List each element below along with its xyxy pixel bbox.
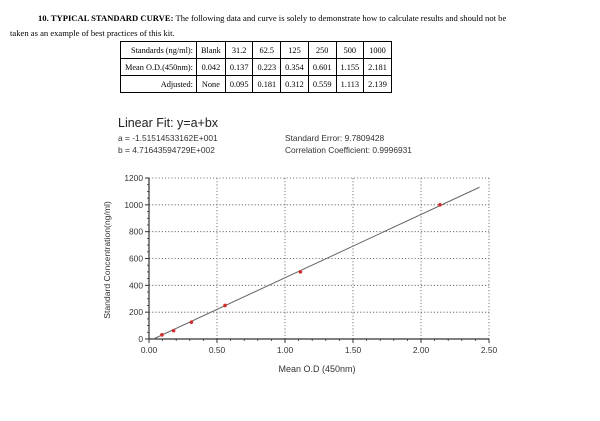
intro-line-1: 10. TYPICAL STANDARD CURVE: The followin… [38,8,506,28]
fit-title: Linear Fit: y=a+bx [118,116,219,130]
tick-marks [145,177,490,343]
data-point [160,333,164,337]
y-tick-label: 1000 [124,200,143,210]
x-tick-label: 2.00 [413,345,430,355]
row-label-adjusted: Adjusted: [120,75,197,93]
y-tick-label: 800 [129,227,143,237]
fit-coefficient-b: b = 4.71643594729E+002 [118,145,215,155]
intro-text-1: The following data and curve is solely t… [175,13,507,23]
y-tick-label: 1200 [124,173,143,183]
data-point [223,303,227,308]
y-tick-label: 400 [129,280,143,290]
y-tick-label: 200 [129,307,143,317]
intro-line-2: taken as an example of best practices of… [10,28,175,38]
x-tick-label: 1.50 [345,345,362,355]
x-tick-label: 2.50 [481,345,498,355]
table-cell: 2.139 [363,75,392,93]
section-number: 10. [38,13,49,23]
tick-labels: 0.00 0.50 1.00 1.50 2.00 2.50 0 200 400 600 800 100… [124,173,497,355]
table-cell: None [195,75,226,93]
data-point [298,270,303,274]
x-axis-label: Mean O.D (450nm) [278,364,355,374]
y-axis-label: Standard Concentration(ng/ml) [102,201,112,319]
y-tick-label: 0 [138,334,143,344]
table-row-standards: Standards (ng/ml): Blank 31.2 62.5 125 2… [120,41,392,59]
table-cell: 0.312 [280,75,309,93]
table-row-adjusted: Adjusted: None 0.095 0.181 0.312 0.559 1… [120,75,392,93]
section-heading: TYPICAL STANDARD CURVE: [50,13,174,23]
fit-coefficient-a: a = -1.51514533162E+001 [118,133,218,143]
data-point [438,203,442,207]
table-cell: 0.559 [307,75,337,93]
fit-correlation: Correlation Coefficient: 0.9996931 [285,145,412,155]
x-tick-label: 0.00 [141,345,158,355]
x-tick-label: 1.00 [277,345,294,355]
grid-lines [149,178,489,339]
standards-table: Standards (ng/ml): Blank 31.2 62.5 125 2… [120,41,392,93]
data-point [171,328,176,333]
data-points [160,203,442,337]
y-tick-label: 600 [129,254,143,264]
x-tick-label: 0.50 [209,345,226,355]
fit-standard-error: Standard Error: 9.7809428 [285,133,385,143]
data-point [189,320,194,325]
fit-line [153,186,480,340]
